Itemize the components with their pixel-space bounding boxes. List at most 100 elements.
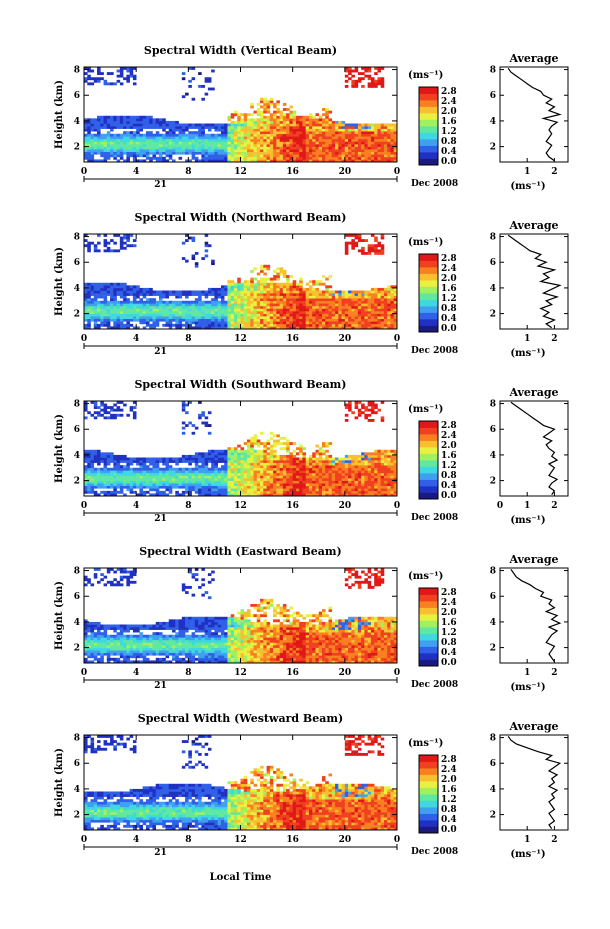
heatmap-cell: [256, 293, 261, 296]
heatmap-cell: [204, 126, 209, 129]
heatmap-cell: [198, 300, 202, 304]
heatmap-cell: [100, 490, 104, 494]
heatmap-cell: [139, 490, 143, 494]
heatmap-cell: [312, 488, 316, 492]
heatmap-cell: [145, 123, 150, 127]
heatmap-cell: [344, 156, 349, 160]
heatmap-cell: [93, 411, 98, 415]
heatmap-cell: [126, 467, 130, 471]
heatmap-cell: [299, 444, 303, 448]
heatmap-cell: [233, 305, 238, 309]
heatmap-cell: [119, 282, 124, 286]
heatmap-cell: [233, 454, 238, 458]
heatmap-cell: [90, 126, 95, 129]
heatmap-cell: [341, 141, 346, 145]
heatmap-cell: [175, 485, 179, 489]
heatmap-cell: [119, 120, 124, 124]
heatmap-cell: [191, 454, 196, 458]
heatmap-cell: [211, 144, 215, 147]
heatmap-cell: [106, 406, 111, 410]
heatmap-cell: [276, 131, 280, 135]
heatmap-cell: [123, 246, 127, 250]
heatmap-cell: [240, 295, 245, 299]
heatmap-cell: [233, 141, 238, 145]
heatmap-cell: [344, 74, 349, 78]
heatmap-cell: [240, 465, 245, 469]
heatmap-cell: [250, 318, 254, 322]
heatmap-cell: [119, 82, 124, 86]
heatmap-cell: [370, 308, 375, 312]
heatmap-cell: [351, 303, 355, 307]
heatmap-cell: [142, 490, 147, 494]
heatmap-cell: [312, 454, 316, 458]
heatmap-cell: [299, 128, 303, 132]
heatmap-cell: [224, 318, 228, 322]
heatmap-cell: [113, 490, 117, 494]
heatmap-cell: [354, 126, 359, 129]
heatmap-cell: [260, 475, 264, 479]
heatmap-cell: [178, 483, 183, 487]
heatmap-cell: [233, 133, 238, 137]
heatmap-cell: [204, 249, 209, 253]
heatmap-cell: [335, 483, 339, 487]
heatmap-cell: [348, 295, 352, 299]
heatmap-cell: [312, 120, 316, 124]
heatmap-cell: [181, 472, 186, 476]
heatmap-cell: [172, 151, 176, 155]
heatmap-cell: [243, 159, 248, 163]
heatmap-cell: [247, 154, 251, 158]
heatmap-cell: [227, 462, 232, 466]
heatmap-cell: [286, 454, 290, 458]
heatmap-cell: [263, 141, 267, 145]
heatmap-cell: [331, 316, 336, 320]
heatmap-cell: [106, 246, 111, 250]
heatmap-cell: [351, 321, 355, 325]
heatmap-cell: [357, 149, 362, 153]
heatmap-cell: [152, 316, 157, 320]
heatmap-cell: [273, 149, 277, 153]
heatmap-cell: [282, 478, 287, 481]
heatmap-cell: [90, 475, 95, 479]
heatmap-cell: [97, 462, 101, 466]
heatmap-cell: [165, 313, 170, 317]
heatmap-cell: [341, 290, 346, 294]
heatmap-cell: [87, 323, 91, 327]
heatmap-cell: [227, 323, 232, 327]
heatmap-cell: [348, 126, 352, 129]
heatmap-cell: [325, 277, 329, 281]
heatmap-cell: [172, 293, 176, 296]
heatmap-cell: [286, 113, 290, 117]
heatmap-cell: [145, 151, 150, 155]
heatmap-cell: [305, 295, 310, 299]
heatmap-cell: [97, 133, 101, 137]
heatmap-cell: [338, 305, 342, 309]
heatmap-cell: [260, 300, 264, 304]
heatmap-cell: [233, 313, 238, 317]
heatmap-cell: [90, 465, 95, 469]
heatmap-cell: [106, 308, 111, 312]
heatmap-cell: [204, 462, 209, 466]
heatmap-cell: [253, 475, 258, 479]
heatmap-cell: [253, 156, 258, 160]
heatmap-cell: [207, 146, 212, 150]
heatmap-cell: [325, 457, 329, 461]
heatmap-cell: [126, 305, 130, 309]
heatmap-cell: [103, 239, 108, 243]
heatmap-cell: [250, 457, 254, 461]
heatmap-cell: [260, 285, 264, 289]
heatmap-cell: [191, 300, 196, 304]
heatmap-cell: [152, 141, 157, 145]
heatmap-cell: [292, 131, 297, 135]
heatmap-cell: [188, 483, 192, 487]
heatmap-cell: [318, 133, 323, 137]
heatmap-cell: [168, 485, 173, 489]
heatmap-cell: [126, 413, 130, 417]
heatmap-cell: [87, 483, 91, 487]
heatmap-cell: [374, 308, 378, 312]
heatmap-cell: [237, 444, 241, 448]
heatmap-cell: [233, 131, 238, 135]
heatmap-cell: [172, 313, 176, 317]
heatmap-cell: [224, 478, 228, 481]
heatmap-cell: [204, 316, 209, 320]
heatmap-cell: [247, 470, 251, 474]
